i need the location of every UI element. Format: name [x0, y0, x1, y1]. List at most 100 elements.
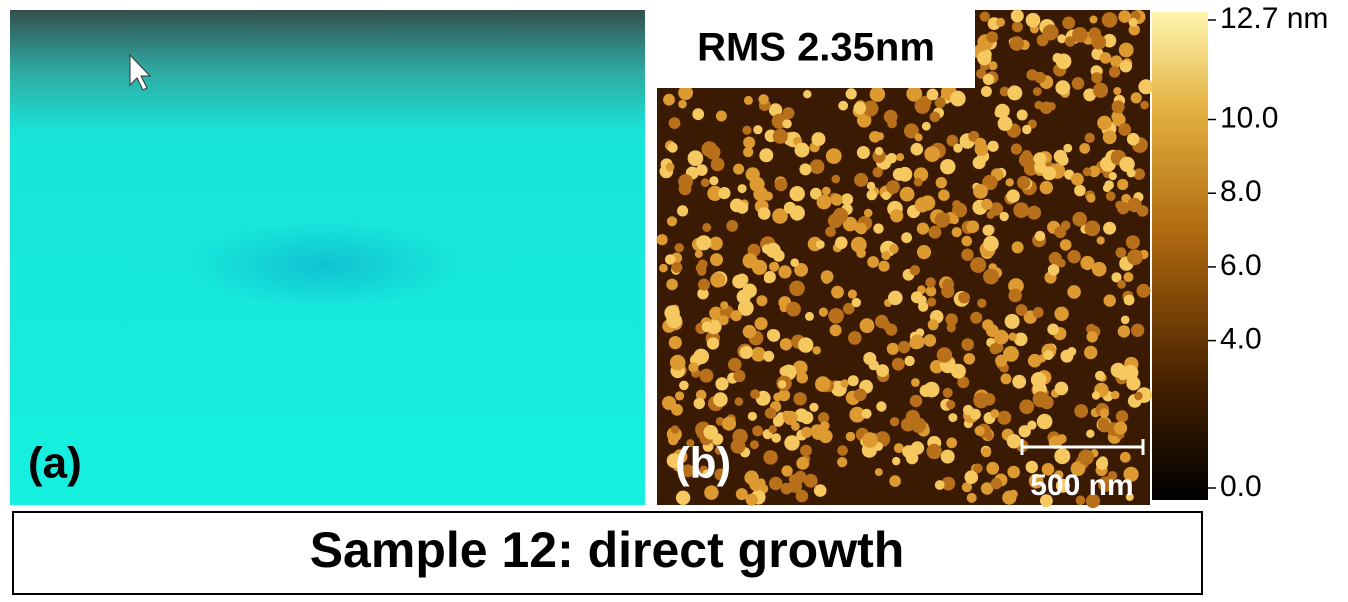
particle	[1083, 167, 1092, 176]
particle	[657, 234, 668, 245]
particle	[786, 302, 801, 317]
particle	[769, 425, 777, 433]
particle	[1007, 434, 1021, 448]
particle	[876, 401, 886, 411]
particle	[675, 391, 684, 400]
particle	[775, 178, 788, 191]
particle	[890, 209, 903, 222]
particle	[735, 397, 744, 406]
particle	[1055, 80, 1070, 95]
particle	[688, 150, 704, 166]
particle	[889, 475, 901, 487]
particle	[911, 418, 926, 433]
particle	[1099, 408, 1109, 418]
particle	[817, 195, 832, 210]
particle	[715, 275, 724, 284]
particle	[1102, 12, 1118, 28]
particle	[1043, 24, 1059, 40]
particle	[1067, 250, 1080, 263]
particle	[733, 370, 745, 382]
particle	[702, 223, 711, 232]
particle	[881, 320, 890, 329]
particle	[983, 269, 999, 285]
particle	[981, 86, 992, 97]
particle	[973, 393, 989, 409]
particle	[668, 143, 678, 153]
particle	[922, 122, 931, 131]
particle	[678, 100, 687, 109]
particle	[694, 398, 705, 409]
particle	[1040, 181, 1053, 194]
particle	[773, 393, 782, 402]
particle	[986, 31, 998, 43]
particle	[970, 257, 986, 273]
particle	[669, 336, 682, 349]
particle	[958, 292, 970, 304]
particle	[1047, 102, 1056, 111]
particle	[764, 274, 773, 283]
particle	[1138, 79, 1153, 94]
particle	[1124, 295, 1135, 306]
colorbar-ticks: 12.7 nm10.08.06.04.00.0	[1208, 2, 1328, 503]
particle	[928, 226, 941, 239]
particle	[967, 220, 980, 233]
particle	[753, 125, 762, 134]
scale-bar-label: 500 nm	[1030, 469, 1133, 502]
particle	[1097, 116, 1112, 131]
particle	[812, 132, 826, 146]
particle	[710, 253, 723, 266]
particle	[1095, 371, 1105, 381]
particle	[795, 143, 810, 158]
particle	[961, 249, 973, 261]
particle	[962, 236, 973, 247]
particle	[738, 184, 747, 193]
particle	[663, 94, 675, 106]
particle	[744, 96, 753, 105]
particle	[901, 232, 912, 243]
particle	[863, 352, 876, 365]
particle	[713, 392, 728, 407]
particle	[755, 317, 768, 330]
particle	[677, 205, 688, 216]
particle	[990, 409, 999, 418]
particle	[1103, 184, 1111, 192]
particle	[758, 94, 768, 104]
particle	[988, 141, 999, 152]
particle	[910, 335, 924, 349]
particle	[970, 312, 982, 324]
particle	[728, 358, 742, 372]
particle	[751, 347, 766, 362]
particle	[669, 117, 681, 129]
particle	[870, 87, 885, 102]
particle	[767, 329, 780, 342]
particle	[782, 465, 793, 476]
particle	[1009, 490, 1018, 499]
particle	[973, 464, 983, 474]
particle	[846, 88, 857, 99]
particle	[1074, 404, 1088, 418]
particle	[718, 187, 730, 199]
particle	[948, 413, 957, 422]
particle	[1140, 101, 1149, 110]
particle	[1047, 324, 1059, 336]
particle	[973, 184, 988, 199]
particle	[671, 262, 682, 273]
particle	[854, 173, 868, 187]
particle	[830, 324, 842, 336]
particle	[666, 163, 675, 172]
particle	[1026, 13, 1041, 28]
particle	[1119, 43, 1134, 58]
particle	[953, 144, 962, 153]
particle	[1008, 333, 1016, 341]
panel-a: (a)	[10, 10, 645, 505]
particle	[888, 291, 903, 306]
particle	[1111, 363, 1126, 378]
particle	[943, 388, 953, 398]
particle	[828, 308, 844, 324]
particle	[961, 338, 974, 351]
particle	[927, 297, 936, 306]
particle	[1106, 191, 1116, 201]
particle	[963, 405, 973, 415]
particle	[1117, 179, 1128, 190]
particle	[854, 102, 867, 115]
